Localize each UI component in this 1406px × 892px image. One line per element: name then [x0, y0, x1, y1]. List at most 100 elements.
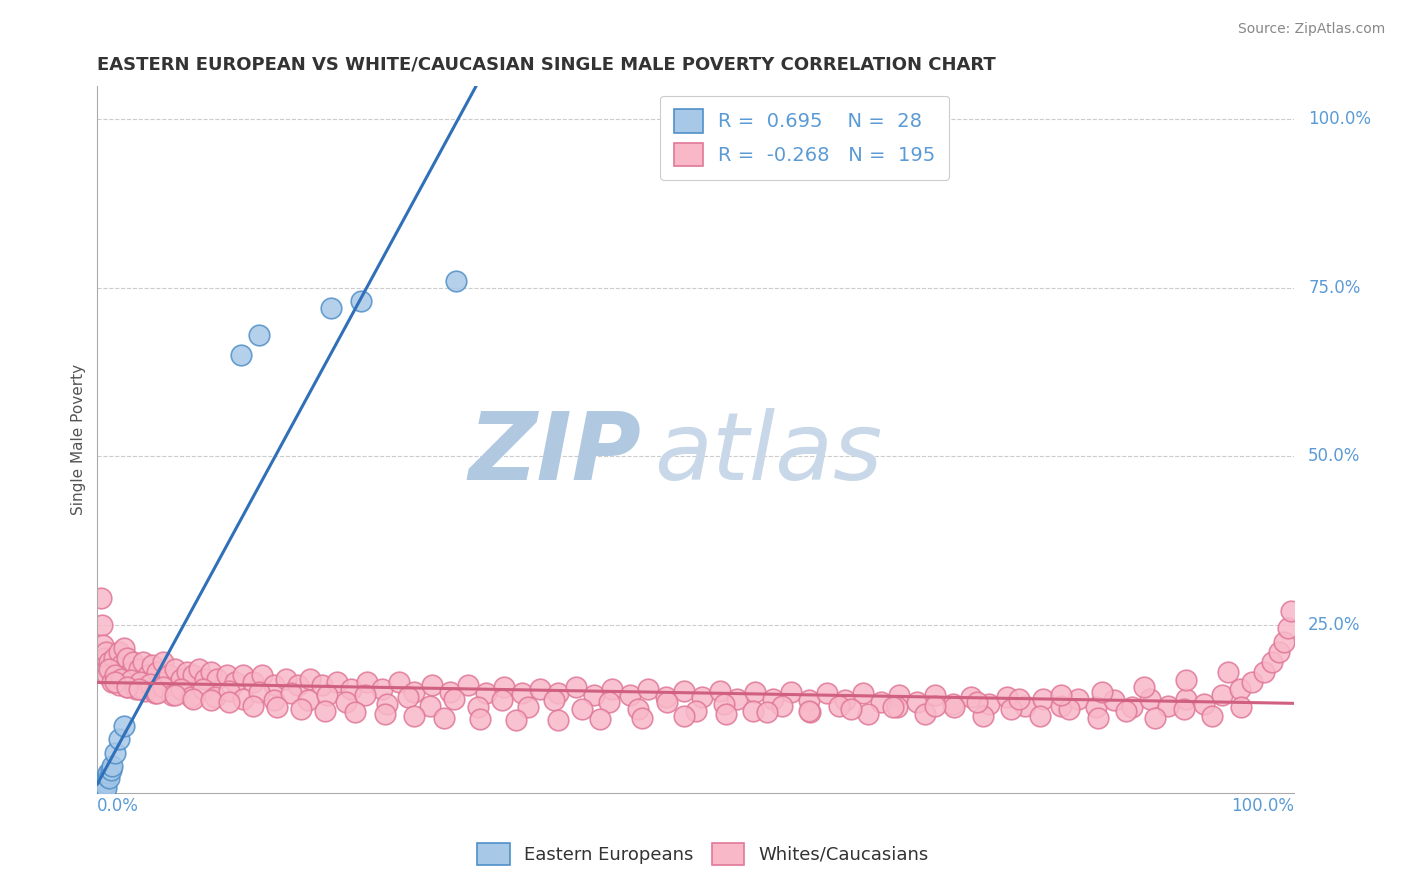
Point [589, 712, 612, 726]
Point [100, 675, 122, 690]
Point [354, 689, 377, 703]
Point [188, 661, 211, 675]
Point [160, 689, 183, 703]
Point [152, 680, 174, 694]
Point [96, 661, 118, 675]
Point [924, 689, 946, 703]
Point [457, 678, 479, 692]
Point [112, 719, 135, 733]
Point [96, 769, 118, 783]
Text: 50.0%: 50.0% [1308, 447, 1361, 466]
Point [404, 685, 426, 699]
Point [287, 678, 309, 692]
Point [1014, 698, 1036, 713]
Point [995, 690, 1018, 705]
Point [1175, 691, 1198, 706]
Point [356, 675, 378, 690]
Point [1057, 702, 1080, 716]
Point [1029, 708, 1052, 723]
Point [1091, 685, 1114, 699]
Point [744, 685, 766, 699]
Point [229, 348, 252, 362]
Point [1253, 665, 1275, 679]
Point [1272, 634, 1295, 648]
Point [600, 681, 623, 696]
Point [780, 685, 803, 699]
Point [565, 680, 588, 694]
Point [90, 778, 112, 792]
Legend: Eastern Europeans, Whites/Caucasians: Eastern Europeans, Whites/Caucasians [468, 834, 938, 874]
Text: 0.0%: 0.0% [97, 797, 139, 814]
Point [1067, 691, 1090, 706]
Point [419, 698, 441, 713]
Point [319, 301, 342, 315]
Point [598, 695, 620, 709]
Point [505, 714, 527, 728]
Point [637, 681, 659, 696]
Point [433, 711, 456, 725]
Point [1175, 673, 1198, 687]
Text: 100.0%: 100.0% [1230, 797, 1294, 814]
Y-axis label: Single Male Poverty: Single Male Poverty [72, 364, 86, 515]
Point [180, 690, 202, 705]
Point [1032, 691, 1054, 706]
Point [97, 765, 120, 780]
Point [94, 776, 117, 790]
Point [117, 680, 139, 694]
Point [290, 702, 312, 716]
Point [91, 638, 114, 652]
Point [87, 780, 110, 795]
Text: ZIP: ZIP [468, 408, 641, 500]
Point [1049, 689, 1071, 703]
Point [100, 763, 122, 777]
Point [252, 668, 274, 682]
Point [856, 706, 879, 721]
Point [439, 685, 461, 699]
Point [1211, 689, 1233, 703]
Point [690, 690, 713, 705]
Point [200, 693, 222, 707]
Point [799, 693, 821, 707]
Point [1144, 711, 1167, 725]
Point [204, 690, 226, 705]
Point [117, 651, 139, 665]
Point [685, 704, 707, 718]
Point [170, 681, 193, 696]
Point [232, 691, 254, 706]
Point [966, 695, 988, 709]
Point [108, 678, 131, 692]
Point [1201, 708, 1223, 723]
Point [340, 681, 363, 696]
Point [943, 699, 966, 714]
Point [94, 780, 117, 795]
Text: 25.0%: 25.0% [1308, 615, 1361, 633]
Point [1049, 698, 1071, 713]
Point [247, 328, 270, 343]
Legend: R =  0.695    N =  28, R =  -0.268   N =  195: R = 0.695 N = 28, R = -0.268 N = 195 [659, 95, 949, 180]
Point [396, 690, 419, 705]
Point [543, 693, 565, 707]
Point [242, 698, 264, 713]
Point [314, 704, 336, 718]
Point [176, 665, 198, 679]
Point [756, 706, 779, 720]
Point [215, 668, 238, 682]
Point [713, 697, 735, 711]
Point [91, 776, 114, 790]
Point [1240, 675, 1263, 690]
Point [1281, 604, 1303, 618]
Point [870, 695, 893, 709]
Point [582, 689, 605, 703]
Point [191, 681, 214, 696]
Point [972, 708, 994, 723]
Point [98, 772, 121, 786]
Point [93, 778, 115, 792]
Point [200, 665, 222, 679]
Point [709, 683, 731, 698]
Point [247, 685, 270, 699]
Point [129, 675, 152, 690]
Point [517, 699, 540, 714]
Point [373, 706, 395, 721]
Point [181, 691, 204, 706]
Point [1104, 693, 1126, 707]
